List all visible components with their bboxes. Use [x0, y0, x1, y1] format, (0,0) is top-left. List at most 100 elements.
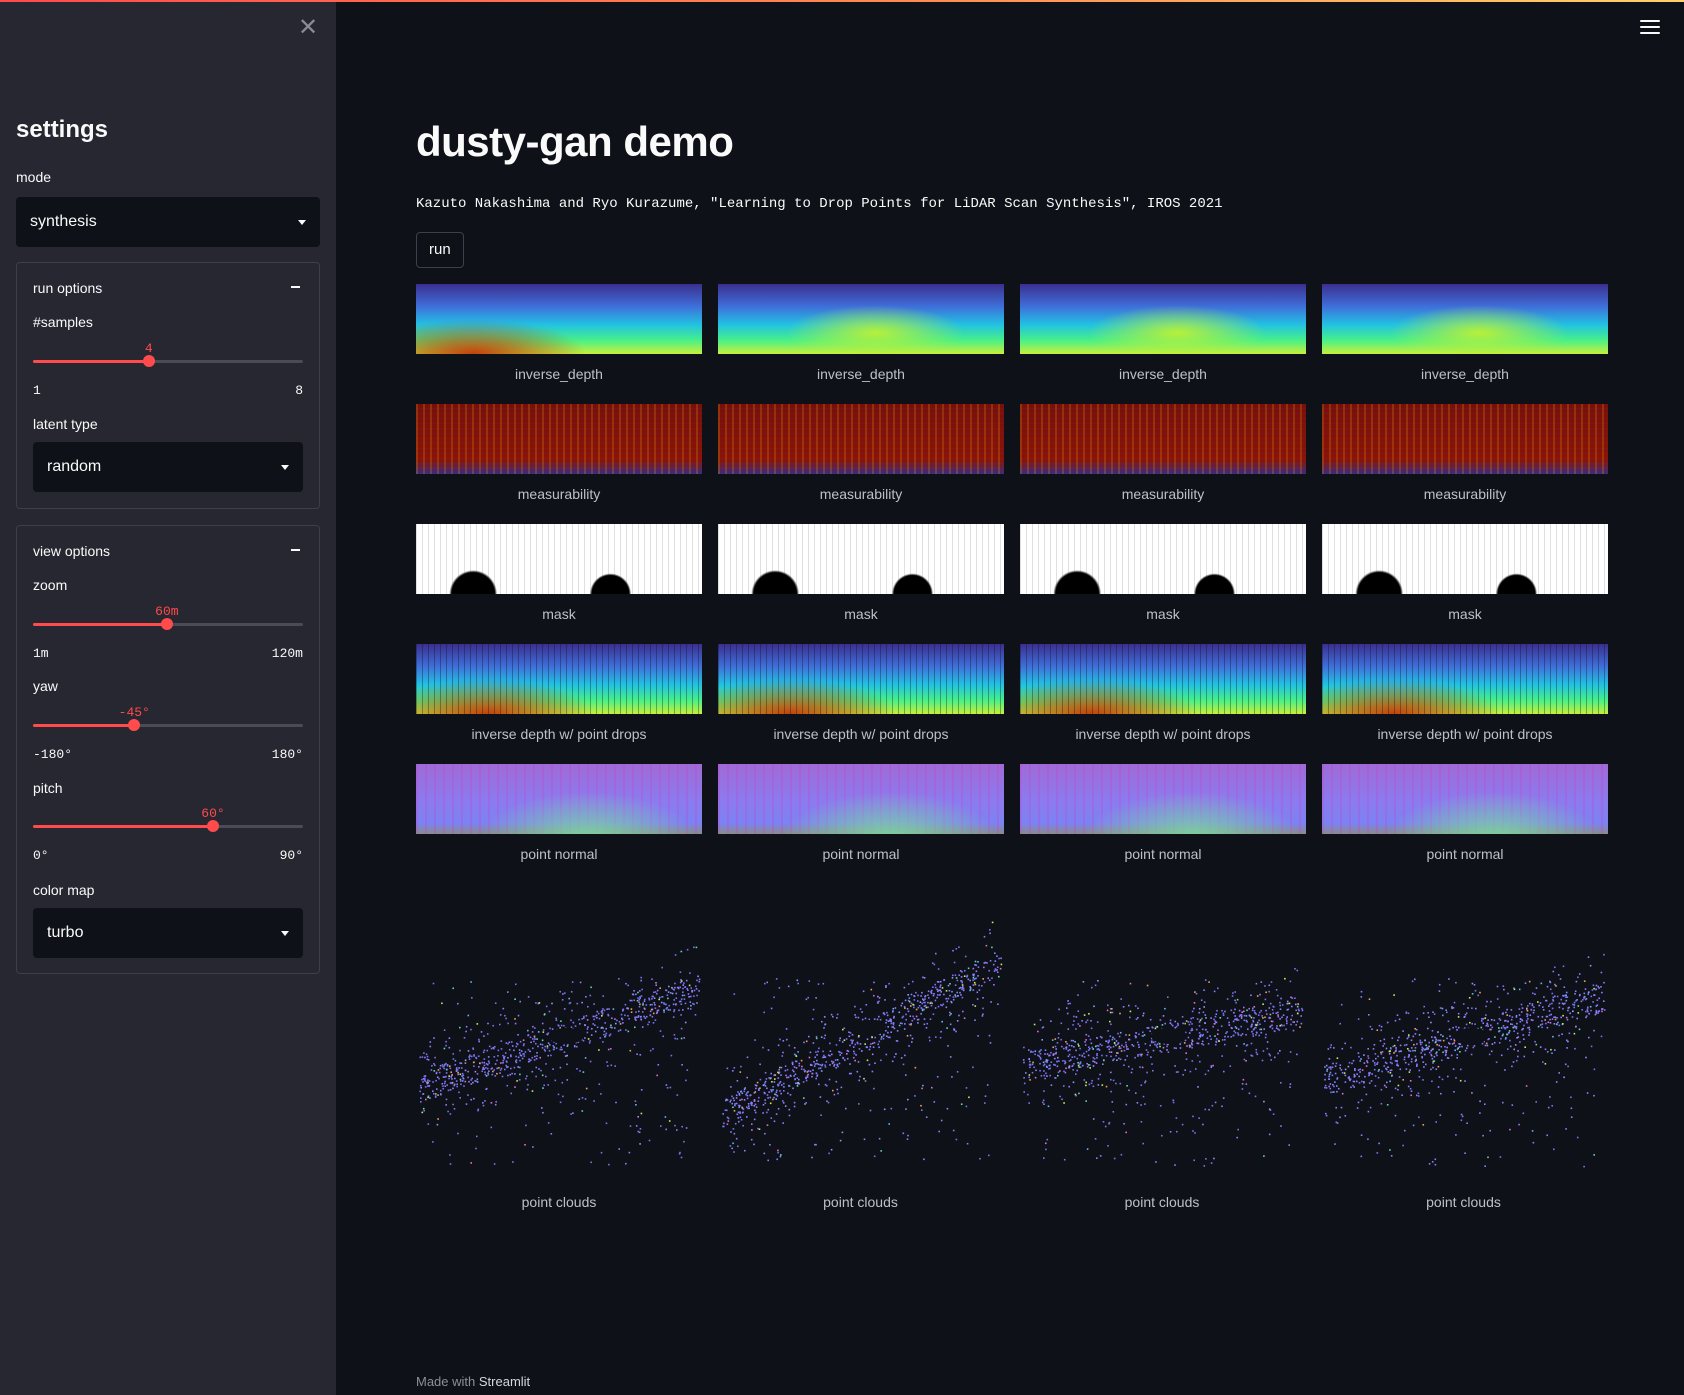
point: [1558, 1006, 1560, 1009]
point: [1097, 1078, 1100, 1080]
point: [1083, 1079, 1086, 1081]
samples-slider[interactable]: 4 1 8: [33, 341, 303, 398]
point: [1577, 1005, 1579, 1007]
point: [680, 1000, 682, 1003]
point: [806, 996, 809, 999]
point: [454, 1063, 457, 1066]
point: [1234, 1008, 1236, 1011]
point: [1285, 1018, 1288, 1020]
point: [1250, 1042, 1253, 1045]
point: [987, 969, 990, 972]
point: [516, 1042, 518, 1045]
point: [624, 1014, 626, 1017]
point: [481, 1061, 484, 1064]
slider-thumb[interactable]: [160, 618, 173, 630]
run-options-header[interactable]: run options: [33, 280, 103, 296]
point: [848, 1044, 851, 1047]
point: [596, 1010, 599, 1013]
point: [741, 1092, 743, 1095]
point: [641, 1026, 644, 1028]
point: [1529, 1008, 1532, 1011]
point: [980, 985, 983, 987]
point: [1452, 1042, 1455, 1044]
point: [1390, 1075, 1393, 1077]
close-icon[interactable]: ✕: [297, 14, 319, 41]
point: [810, 1075, 813, 1078]
point: [499, 1014, 502, 1016]
point: [1592, 1029, 1595, 1032]
point: [460, 1080, 462, 1082]
point: [1413, 1028, 1416, 1030]
point: [1127, 1048, 1129, 1050]
slider-min: -180°: [33, 747, 73, 762]
point: [607, 1013, 609, 1016]
point: [641, 988, 643, 991]
point: [492, 1024, 494, 1027]
point: [1388, 1149, 1391, 1151]
point: [1426, 1027, 1429, 1030]
point: [500, 1040, 503, 1042]
point: [1119, 1031, 1122, 1034]
pitch-slider[interactable]: 60° 0° 90°: [33, 806, 303, 863]
point: [548, 1010, 551, 1013]
hamburger-menu-icon[interactable]: [1640, 20, 1660, 38]
point: [1086, 1062, 1088, 1065]
point: [1198, 1011, 1201, 1014]
point: [871, 1053, 873, 1056]
point: [449, 1082, 452, 1084]
point: [589, 1060, 592, 1063]
caret-down-icon: [281, 464, 289, 470]
point: [825, 1100, 828, 1102]
point: [679, 981, 682, 984]
mode-select[interactable]: synthesis: [16, 197, 320, 247]
point: [1463, 1080, 1466, 1082]
point: [864, 1080, 866, 1082]
point: [1152, 1049, 1155, 1052]
latent-type-select[interactable]: random: [33, 442, 303, 492]
point: [1470, 1022, 1473, 1025]
point: [1143, 1034, 1146, 1036]
point: [651, 995, 654, 998]
streamlit-link[interactable]: Streamlit: [478, 1374, 531, 1389]
slider-thumb[interactable]: [142, 355, 155, 367]
point: [609, 1033, 612, 1036]
point: [1279, 1001, 1281, 1004]
color-map-select[interactable]: turbo: [33, 908, 303, 958]
slider-thumb[interactable]: [207, 820, 219, 832]
point: [990, 946, 993, 949]
point: [795, 1060, 797, 1063]
collapse-icon[interactable]: [291, 549, 300, 551]
view-options-header[interactable]: view options: [33, 543, 111, 559]
point: [1369, 1025, 1371, 1028]
point: [1089, 1067, 1091, 1069]
point: [592, 1023, 594, 1025]
point: [547, 1054, 549, 1057]
point: [641, 1011, 644, 1013]
point: [974, 977, 977, 980]
point: [933, 983, 936, 986]
point: [1577, 1012, 1579, 1014]
image-caption: inverse_depth: [1119, 366, 1207, 382]
point: [972, 989, 974, 991]
point: [437, 1118, 439, 1120]
point: [1074, 1093, 1077, 1096]
point: [966, 974, 968, 977]
point: [1125, 1131, 1127, 1134]
point: [893, 1027, 895, 1030]
slider-thumb[interactable]: [128, 719, 141, 731]
collapse-icon[interactable]: [291, 286, 300, 288]
point: [1214, 1015, 1217, 1018]
point: [633, 1044, 636, 1046]
point: [1439, 1007, 1441, 1009]
zoom-slider[interactable]: 60m 1m 120m: [33, 604, 303, 661]
point: [1374, 1075, 1376, 1077]
run-button[interactable]: run: [416, 232, 464, 268]
point: [680, 998, 683, 1000]
yaw-slider[interactable]: -45° -180° 180°: [33, 705, 303, 762]
point: [1589, 964, 1591, 967]
point: [1147, 1027, 1150, 1029]
point: [1496, 1022, 1498, 1025]
yaw-label: yaw: [33, 678, 58, 694]
point: [1430, 1036, 1433, 1038]
point: [1580, 1009, 1583, 1011]
